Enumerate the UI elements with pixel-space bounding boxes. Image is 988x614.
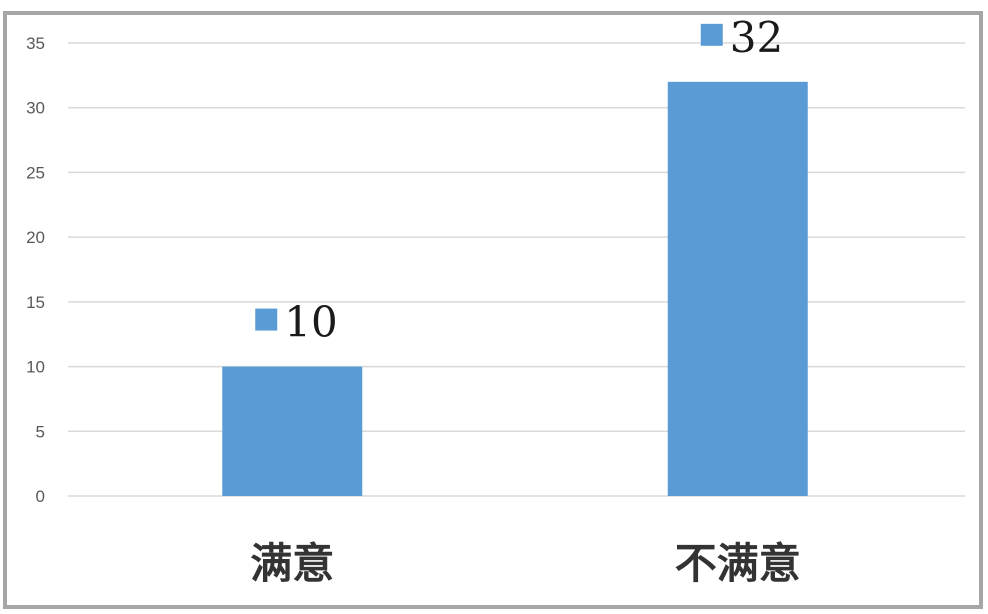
y-tick-label: 0 [36,487,45,506]
data-label-marker [255,308,278,331]
data-label: 32 [730,13,783,62]
y-tick-label: 25 [26,163,45,182]
bar [222,366,363,496]
y-tick-label: 10 [26,358,45,377]
y-tick-label: 20 [26,228,45,247]
chart-frame [3,11,983,609]
data-label: 10 [284,298,337,347]
y-tick-label: 30 [26,99,45,118]
y-tick-label: 15 [26,293,45,312]
category-label: 不满意 [675,539,801,588]
bar [667,81,808,496]
data-label-marker [700,23,723,46]
category-label: 满意 [250,539,334,588]
y-tick-label: 5 [36,422,45,441]
y-tick-label: 35 [26,34,45,53]
